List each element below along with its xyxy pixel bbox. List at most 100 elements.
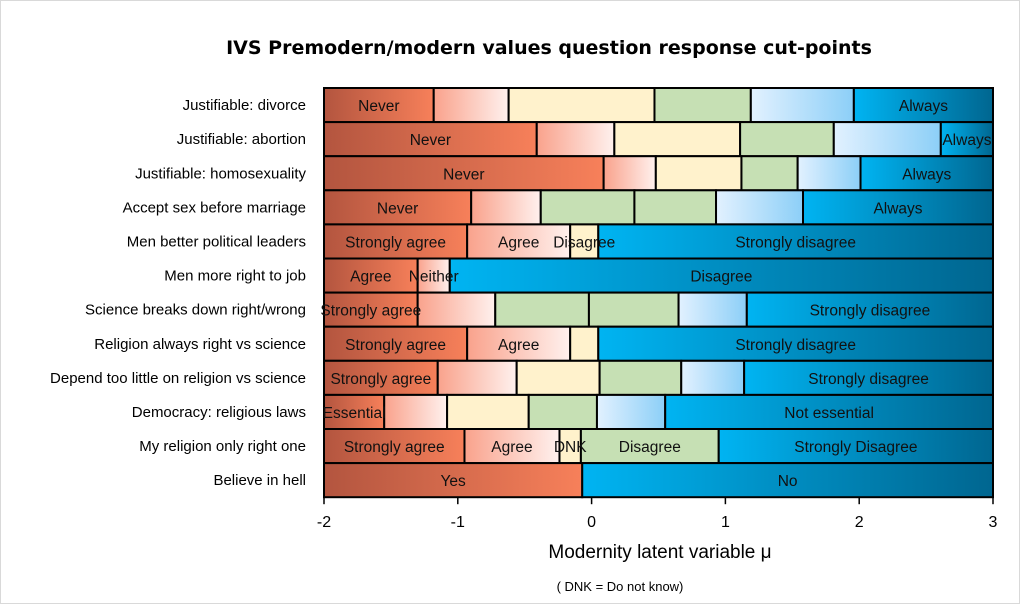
segment-label: Strongly disagree <box>808 371 929 388</box>
segment-label: Strongly agree <box>330 371 431 388</box>
category-label: Justifiable: abortion <box>177 131 306 148</box>
segment-label: Yes <box>440 473 466 490</box>
bar-row: Justifiable: abortion Never Always <box>177 121 994 158</box>
segment-label: Never <box>358 98 399 115</box>
x-axis-label: Modernity latent variable μ <box>548 542 771 563</box>
category-label: Accept sex before marriage <box>123 199 306 216</box>
segment-label: Never <box>443 166 484 183</box>
category-label: Religion always right vs science <box>94 336 306 353</box>
category-label: Men better political leaders <box>127 233 306 250</box>
category-label: My religion only right one <box>139 438 306 455</box>
category-label: Believe in hell <box>213 472 306 489</box>
bar-segment <box>597 223 994 260</box>
bar-segment <box>436 359 518 396</box>
bar-segment <box>633 189 718 226</box>
bar-segment <box>507 87 656 124</box>
chart-note: ( DNK = Do not know) <box>557 579 684 594</box>
bar-segment <box>680 359 746 396</box>
segment-label: Always <box>899 98 948 115</box>
bar-segment <box>739 121 835 158</box>
category-label: Democracy: religious laws <box>132 404 306 421</box>
bar-row: Believe in hell Yes No <box>213 462 994 499</box>
category-label: Justifiable: homosexuality <box>135 165 306 182</box>
x-tick-label: 3 <box>989 514 998 531</box>
bar-segment <box>323 223 469 260</box>
category-label: Science breaks down right/wrong <box>85 302 306 319</box>
bar-row: Men better political leaders Strongly agr… <box>127 223 994 260</box>
bar-segment <box>715 189 805 226</box>
bar-segment <box>743 359 995 396</box>
category-label: Justifiable: divorce <box>183 97 306 114</box>
bar-row: Men more right to job Agree Neither Disagre… <box>164 257 995 294</box>
bar-segment <box>745 291 994 328</box>
bar-row: Science breaks down right/wrong Strongly … <box>85 291 994 328</box>
bar-segment <box>323 291 419 328</box>
segment-label: Disagree <box>553 234 615 251</box>
bar-row: Accept sex before marriage Never Always <box>123 189 995 226</box>
bar-row: Justifiable: homosexuality Never Always <box>135 155 995 192</box>
segment-label: Disagree <box>619 439 681 456</box>
bar-segment <box>654 155 743 192</box>
bar-segment <box>664 393 994 430</box>
bar-segment <box>569 325 600 362</box>
segment-label: Disagree <box>690 269 752 286</box>
bar-segment <box>598 359 683 396</box>
bar-segment <box>539 189 636 226</box>
x-tick-label: 2 <box>855 514 864 531</box>
x-tick-label: 0 <box>587 514 596 531</box>
bar-segment <box>802 189 995 226</box>
segment-label: Essential <box>323 405 386 422</box>
x-tick-label: 1 <box>721 514 730 531</box>
segment-label: Agree <box>498 337 539 354</box>
segment-label: Neither <box>409 269 459 286</box>
segment-label: Agree <box>491 439 532 456</box>
bar-segment <box>416 291 497 328</box>
bar-segment <box>383 393 449 430</box>
bar-segment <box>515 359 601 396</box>
bar-segment <box>581 462 994 499</box>
bar-segment <box>796 155 862 192</box>
bar-segment <box>569 223 600 260</box>
segment-label: Strongly agree <box>320 303 421 320</box>
bar-segment <box>448 257 995 294</box>
bar-segment <box>602 155 657 192</box>
bar-segment <box>832 121 942 158</box>
bar-segment <box>470 189 542 226</box>
segment-label: Never <box>377 200 418 217</box>
segment-label: Strongly agree <box>345 337 446 354</box>
bar-segment <box>463 428 561 465</box>
bar-row: Religion always right vs science Strongly… <box>94 325 994 362</box>
segment-label: Agree <box>498 234 539 251</box>
segment-label: Strongly disagree <box>810 303 931 320</box>
category-label: Men more right to job <box>164 268 306 285</box>
bar-segment <box>446 393 530 430</box>
bar-segment <box>749 87 855 124</box>
segment-label: Always <box>873 200 922 217</box>
bar-segment <box>677 291 748 328</box>
bar-segment <box>717 428 995 465</box>
segment-label: Not essential <box>784 405 874 422</box>
bar-segment <box>740 155 799 192</box>
segment-label: Never <box>410 132 451 149</box>
bar-row: Justifiable: divorce Never Always <box>183 87 995 124</box>
bar-segment <box>432 87 510 124</box>
category-label: Depend too little on religion vs science <box>50 370 306 387</box>
segment-label: No <box>778 473 798 490</box>
bar-segment <box>323 189 473 226</box>
segment-label: Strongly disagree <box>735 337 856 354</box>
bar-row: My religion only right one Strongly agree… <box>139 428 995 465</box>
chart-title: IVS Premodern/modern values question res… <box>226 37 872 59</box>
bar-segment <box>653 87 752 124</box>
segment-label: Always <box>942 132 991 149</box>
segment-label: DNK <box>554 439 587 456</box>
bar-segment <box>494 291 590 328</box>
bar-segment <box>613 121 742 158</box>
x-tick-label: -2 <box>317 514 331 531</box>
segment-label: Strongly Disagree <box>794 439 917 456</box>
bar-segment <box>527 393 598 430</box>
bar-segment <box>535 121 616 158</box>
bar-segment <box>859 155 995 192</box>
bar-segment <box>595 393 667 430</box>
bar-segment <box>587 291 680 328</box>
